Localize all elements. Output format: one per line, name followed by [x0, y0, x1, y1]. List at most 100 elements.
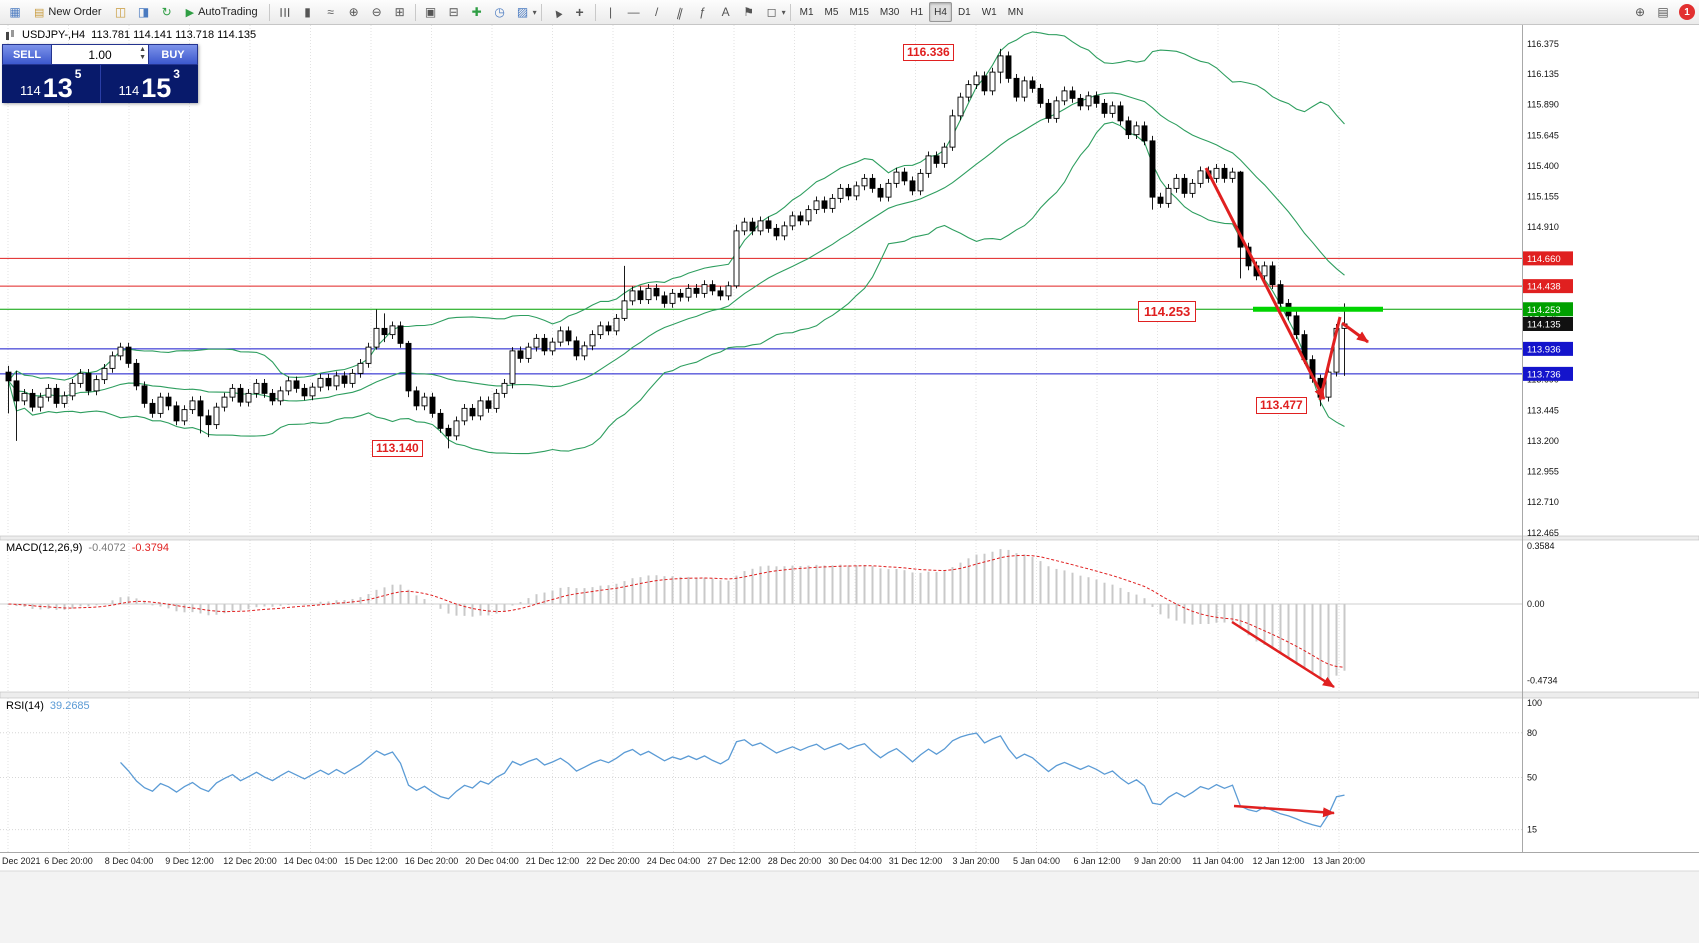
tile-horizontal-icon[interactable]: ⊟	[448, 5, 459, 19]
timeframe-mn[interactable]: MN	[1007, 6, 1024, 18]
annotation-label[interactable]: 113.477	[1256, 397, 1307, 414]
search-plus-icon[interactable]: ⊕	[1634, 5, 1646, 19]
chart-window-icon[interactable]: ▦	[9, 5, 21, 19]
time-axis-label: 8 Dec 04:00	[105, 856, 154, 866]
periods-icon[interactable]: ◷	[494, 5, 505, 19]
price-marker-label: 113.936	[1527, 344, 1561, 355]
horizontal-line-icon[interactable]: —	[627, 5, 640, 19]
notification-badge[interactable]: 1	[1679, 4, 1695, 20]
bollinger-bands	[7, 31, 1345, 455]
cascade-windows-icon[interactable]: ▣	[424, 5, 437, 19]
bars-chart-icon[interactable]: ☰	[277, 6, 292, 18]
timeframe-h1[interactable]: H1	[910, 6, 924, 18]
timeframe-m1[interactable]: M1	[799, 6, 814, 18]
price-marker-box	[1523, 366, 1573, 381]
sell-price-prefix: 114	[20, 83, 41, 98]
autotrading-icon: ▶	[185, 6, 195, 19]
zoom-in-icon[interactable]: ⊕	[348, 5, 359, 19]
spin-up-icon[interactable]: ▲	[139, 46, 146, 53]
sell-price-big: 13	[42, 72, 73, 103]
timeframe-m30[interactable]: M30	[879, 6, 900, 18]
refresh-icon[interactable]: ↻	[161, 5, 172, 19]
volume-input[interactable]: 1.00 ▲ ▼	[52, 44, 148, 65]
support-segment	[1253, 306, 1383, 312]
sell-button[interactable]: SELL	[2, 44, 52, 65]
toolbar-separator	[789, 3, 791, 21]
gridlines	[7, 25, 1340, 852]
shapes-icon-caret[interactable]: ▾	[781, 7, 786, 17]
vertical-line-icon[interactable]: |	[609, 5, 613, 19]
annotation-label[interactable]: 114.253	[1138, 301, 1197, 322]
time-axis-label: 30 Dec 04:00	[828, 856, 882, 866]
price-axis-label: 116.375	[1527, 39, 1559, 49]
chart-canvas[interactable]: 116.375 116.135 115.890 115.645 115.400 115.1…	[0, 25, 1699, 943]
templates-icon[interactable]: ▨	[516, 5, 529, 19]
price-axis-label: 112.710	[1527, 497, 1559, 507]
annotation-arrow	[1341, 321, 1369, 344]
toolbar-separator	[594, 3, 596, 21]
price-axis-label: 115.155	[1527, 192, 1559, 202]
annotation-label[interactable]: 116.336	[903, 44, 954, 61]
rsi-value: 39.2685	[49, 700, 90, 712]
time-axis-label: 15 Dec 12:00	[344, 856, 398, 866]
price-marker-box	[1523, 341, 1573, 356]
buy-price-big: 15	[141, 72, 172, 103]
annotation-arrow	[1318, 316, 1342, 401]
rsi-axis-label: 80	[1527, 728, 1537, 738]
candlestick-chart-icon[interactable]: ▮	[304, 5, 311, 19]
time-axis-label: 31 Dec 12:00	[889, 856, 943, 866]
price-marker-box	[1523, 302, 1573, 317]
templates-icon-caret[interactable]: ▾	[532, 7, 537, 17]
fibonacci-icon[interactable]: ƒ	[699, 5, 706, 19]
buy-button[interactable]: BUY	[148, 44, 198, 65]
rsi-title: RSI(14)	[6, 700, 44, 712]
toolbar-separator	[268, 3, 270, 21]
buy-price[interactable]: 114 15 3	[101, 65, 199, 103]
tile-windows-icon[interactable]: ⊞	[394, 5, 405, 19]
crosshair-icon[interactable]: +	[575, 4, 584, 20]
line-chart-icon[interactable]: ≈	[327, 5, 334, 19]
timeframe-d1[interactable]: D1	[957, 6, 971, 18]
channel-icon[interactable]: ∥	[674, 4, 685, 20]
macd-axis-label: 0.00	[1527, 599, 1545, 609]
time-axis-label: 6 Jan 12:00	[1073, 856, 1120, 866]
candlestick-icon	[6, 29, 14, 40]
timeframe-h4[interactable]: H4	[929, 2, 952, 22]
spin-down-icon[interactable]: ▼	[139, 54, 146, 61]
cursor-icon[interactable]: ▲	[547, 2, 566, 22]
trendline-icon[interactable]: /	[654, 5, 659, 19]
new-order-button[interactable]: ▤ New Order	[27, 3, 109, 22]
volume-spinner[interactable]: ▲ ▼	[139, 46, 146, 62]
shapes-icon[interactable]: ◻	[766, 5, 777, 19]
time-axis-label: 3 Jan 20:00	[952, 856, 999, 866]
time-axis-label: 16 Dec 20:00	[405, 856, 459, 866]
price-marker-box	[1523, 251, 1573, 266]
candles	[5, 48, 1348, 449]
pane-splitter	[0, 535, 1699, 541]
timeframe-m5[interactable]: M5	[824, 6, 839, 18]
annotation-label[interactable]: 113.140	[372, 440, 423, 457]
price-marker-label: 114.253	[1527, 305, 1561, 316]
sell-price[interactable]: 114 13 5	[2, 65, 101, 103]
timeframe-w1[interactable]: W1	[981, 6, 997, 18]
sell-price-sup: 5	[74, 67, 82, 81]
rsi-pane	[0, 732, 1522, 831]
price-axis-label: 113.200	[1527, 436, 1559, 446]
macd-title: MACD(12,26,9)	[6, 542, 83, 554]
time-axis-label: 9 Jan 20:00	[1134, 856, 1181, 866]
price-axis-label: 115.400	[1527, 161, 1559, 171]
time-axis-label: 12 Jan 12:00	[1252, 856, 1304, 866]
price-axis-label: 112.465	[1527, 528, 1559, 538]
profiles-icon[interactable]: ◨	[137, 5, 150, 19]
macd-label: MACD(12,26,9) -0.4072 -0.3794	[6, 542, 169, 554]
market-icon[interactable]: ◫	[114, 5, 127, 19]
time-axis-label: Dec 2021	[2, 856, 41, 866]
timeframe-m15[interactable]: M15	[849, 6, 869, 18]
zoom-out-icon[interactable]: ⊖	[371, 5, 382, 19]
add-indicator-icon[interactable]: ✚	[471, 5, 482, 19]
autotrading-button[interactable]: ▶ AutoTrading	[179, 3, 265, 22]
panels-icon[interactable]: ▤	[1657, 5, 1669, 19]
arrow-tool-icon[interactable]: ⚑	[743, 5, 754, 19]
text-tool-icon[interactable]: A	[721, 5, 730, 19]
time-axis-label: 21 Dec 12:00	[526, 856, 580, 866]
